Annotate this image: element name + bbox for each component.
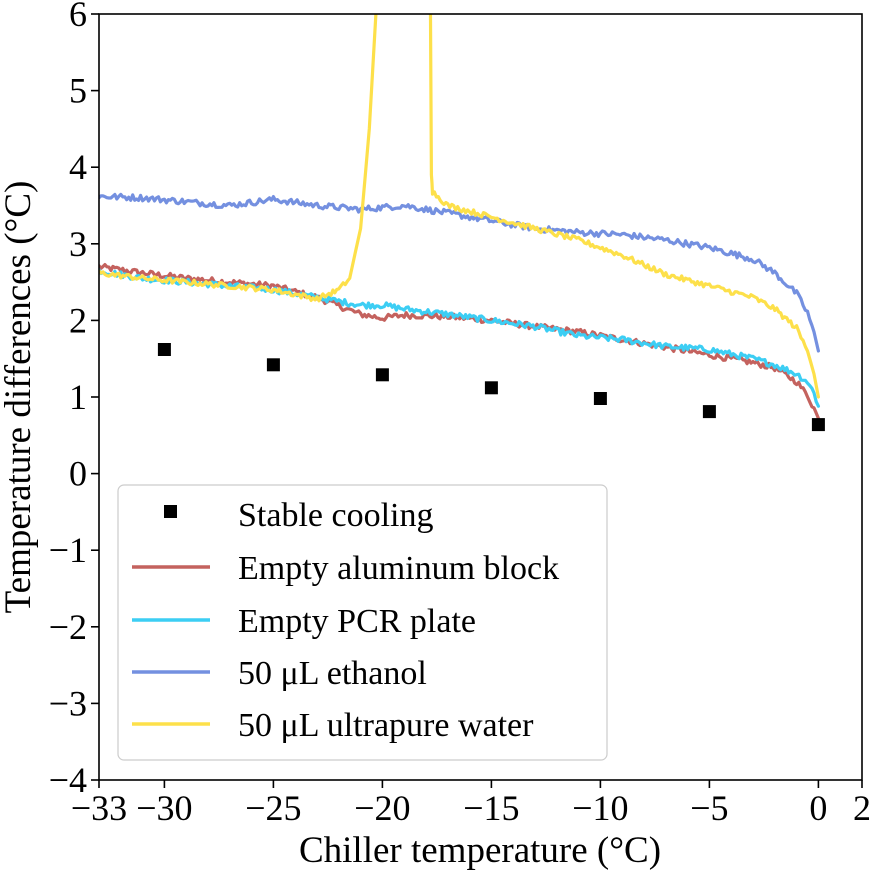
legend-label-stable-cooling: Stable cooling (238, 497, 433, 534)
legend: Stable cooling Empty aluminum block Empt… (117, 484, 608, 761)
scatter-point-0 (157, 343, 171, 356)
scatter-point-6 (811, 418, 825, 432)
y-tick-label-7: 3 (69, 224, 87, 264)
series-line-1 (99, 268, 821, 408)
series-line-2 (99, 192, 821, 353)
y-tick-label-3: −1 (49, 530, 87, 570)
scatter-point-4 (593, 392, 607, 405)
legend-label-empty-aluminum-block: Empty aluminum block (238, 550, 559, 587)
x-axis-label: Chiller temperature (°C) (299, 830, 661, 870)
x-axis-ticks: −33 −30 −25 −20 −15 −10 −5 0 2 (71, 780, 871, 828)
x-tick-label-0: −33 (71, 788, 127, 828)
x-tick-label-8: 2 (853, 788, 871, 828)
y-tick-label-9: 5 (69, 71, 87, 111)
scatter-point-5 (702, 405, 716, 419)
y-tick-label-8: 4 (69, 147, 87, 187)
y-axis-ticks: −4 −3 −2 −1 0 1 2 3 4 5 6 (49, 0, 99, 800)
y-tick-label-10: 6 (69, 0, 87, 34)
y-tick-label-6: 2 (69, 300, 87, 340)
legend-marker-stable-cooling (164, 505, 177, 518)
y-axis-label: Temperature differences (°C) (0, 181, 39, 614)
y-tick-label-1: −3 (49, 683, 87, 723)
y-tick-label-2: −2 (49, 607, 87, 647)
scatter-layer (157, 343, 825, 432)
scatter-point-2 (375, 368, 389, 382)
x-tick-label-3: −20 (354, 788, 410, 828)
x-tick-label-7: 0 (809, 788, 827, 828)
scatter-point-3 (484, 381, 498, 395)
x-tick-label-1: −30 (136, 788, 192, 828)
y-tick-label-0: −4 (49, 760, 87, 800)
legend-label-empty-pcr-plate: Empty PCR plate (238, 603, 476, 640)
legend-label-ethanol: 50 μL ethanol (238, 655, 427, 692)
x-tick-label-2: −25 (245, 788, 301, 828)
x-tick-label-6: −5 (690, 788, 728, 828)
legend-box (117, 484, 608, 761)
scatter-point-1 (266, 358, 280, 372)
series-line-3 (99, 14, 821, 399)
x-tick-label-4: −15 (463, 788, 519, 828)
y-tick-label-4: 0 (69, 454, 87, 494)
x-tick-label-5: −10 (572, 788, 628, 828)
y-tick-label-5: 1 (69, 377, 87, 417)
legend-label-ultrapure-water: 50 μL ultrapure water (238, 707, 534, 744)
series-layer (99, 14, 821, 420)
